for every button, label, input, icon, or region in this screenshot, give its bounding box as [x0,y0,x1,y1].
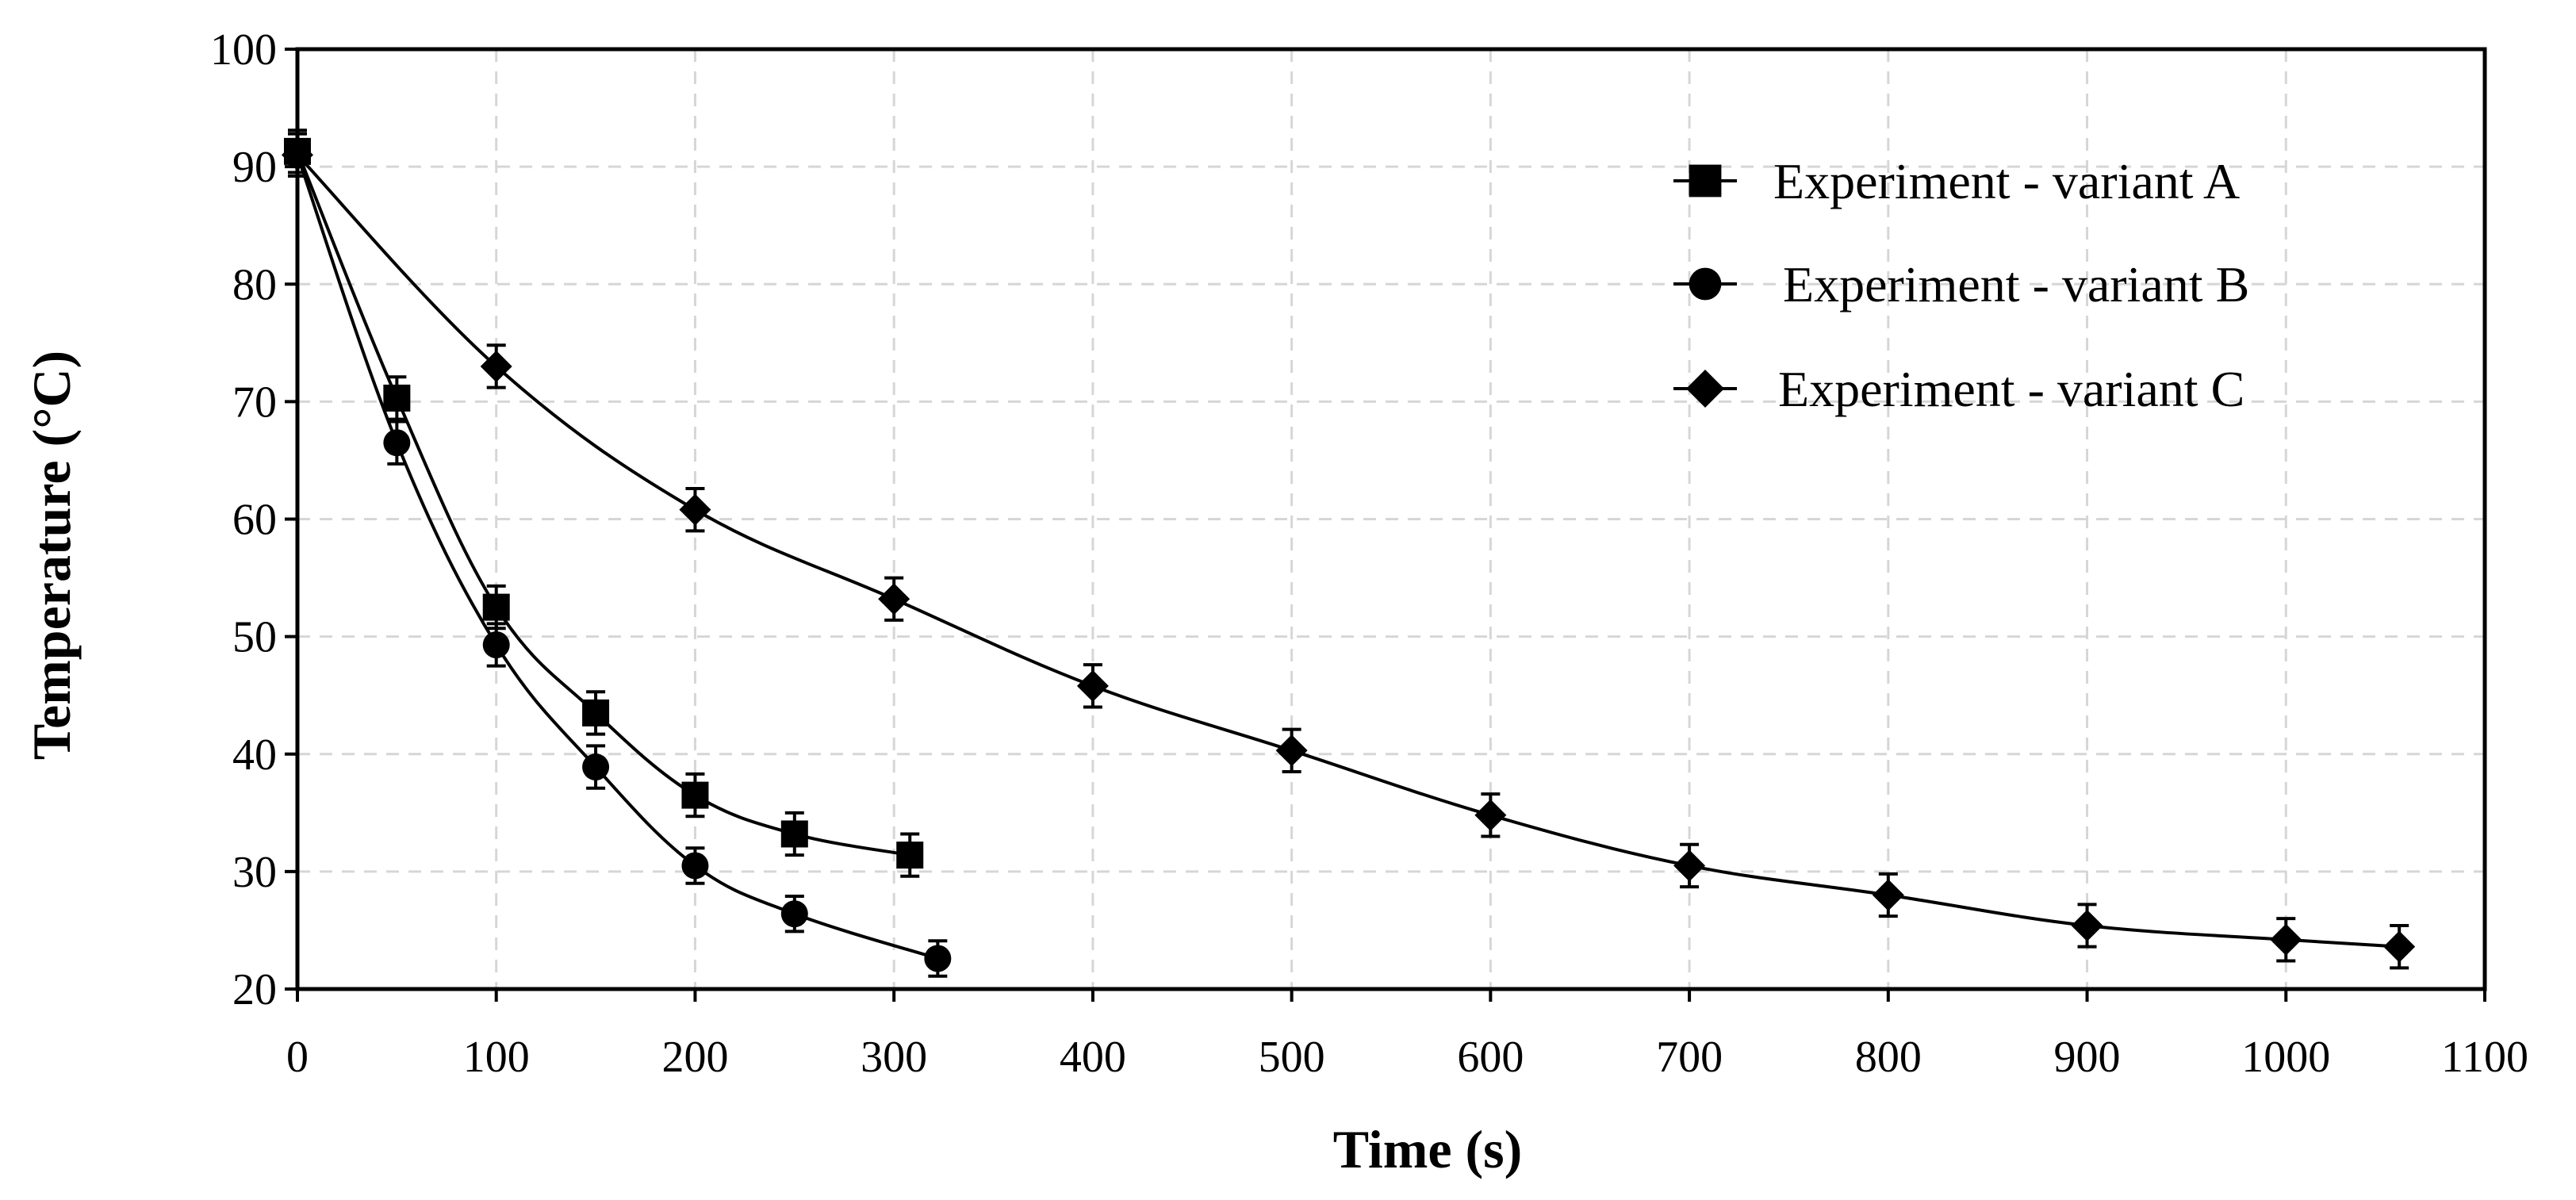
series-c-point [1872,879,1904,911]
series-b-point [482,631,510,658]
series-a-point [896,842,924,869]
x-tick-label: 600 [1457,1033,1524,1082]
y-tick-label: 60 [232,496,277,545]
x-tick-label: 200 [661,1033,728,1082]
series-c-point [2270,923,2302,956]
series-b-line [296,154,938,960]
series-c-point [1474,799,1507,831]
x-tick-label: 900 [2054,1033,2121,1082]
series-b-point [681,852,709,880]
series-c-point [2071,910,2103,942]
y-tick-label: 100 [210,25,277,75]
x-tick-label: 800 [1855,1033,1922,1082]
series-b-point [924,945,952,972]
y-tick-label: 30 [232,848,277,897]
series-c-point [878,583,910,615]
x-tick-label: 1100 [2441,1033,2528,1082]
series-c-point [2383,930,2416,963]
series-a-point [582,699,610,727]
legend-marker-b [1689,267,1722,301]
legend-marker-c [1686,370,1724,408]
grid [297,49,2485,989]
series-c-point [1275,734,1308,767]
y-axis-title: Temperature (°C) [21,351,82,760]
x-tick-label: 400 [1060,1033,1126,1082]
y-tick-label: 90 [232,143,277,192]
series-a-point [780,820,808,848]
axes: 0 100 200 300 400 500 600 700 800 900 1000 1100 20 30… [210,25,2528,1082]
y-tick-label: 20 [232,965,277,1014]
series-a-point [681,781,709,809]
legend-label-a: Experiment - variant A [1773,153,2240,209]
y-tick-label: 70 [232,378,277,427]
y-tick-label: 80 [232,260,277,309]
legend: Experiment - variant A Experiment - varia… [1673,153,2249,417]
y-tick-label: 50 [232,613,277,662]
series-c-line [296,153,2400,949]
series-c-point [679,493,711,526]
x-tick-label: 700 [1656,1033,1723,1082]
legend-marker-a [1689,164,1722,197]
series-a-point [482,593,510,621]
x-tick-label: 1000 [2241,1033,2330,1082]
series-c-point [480,350,512,382]
x-tick-label: 300 [861,1033,927,1082]
x-tick-label: 0 [286,1033,309,1082]
series-c-point [1076,669,1109,702]
series-b-point [780,900,808,928]
series-a-point [383,384,411,412]
x-tick-label: 100 [463,1033,530,1082]
y-tick-label: 40 [232,730,277,780]
x-tick-label: 500 [1259,1033,1325,1082]
series-b-point [582,753,610,781]
legend-label-c: Experiment - variant C [1778,361,2244,417]
legend-label-b: Experiment - variant B [1783,256,2249,312]
x-axis-title: Time (s) [1333,1119,1523,1179]
series-b-point [383,429,411,457]
series-c-point [1673,849,1706,882]
